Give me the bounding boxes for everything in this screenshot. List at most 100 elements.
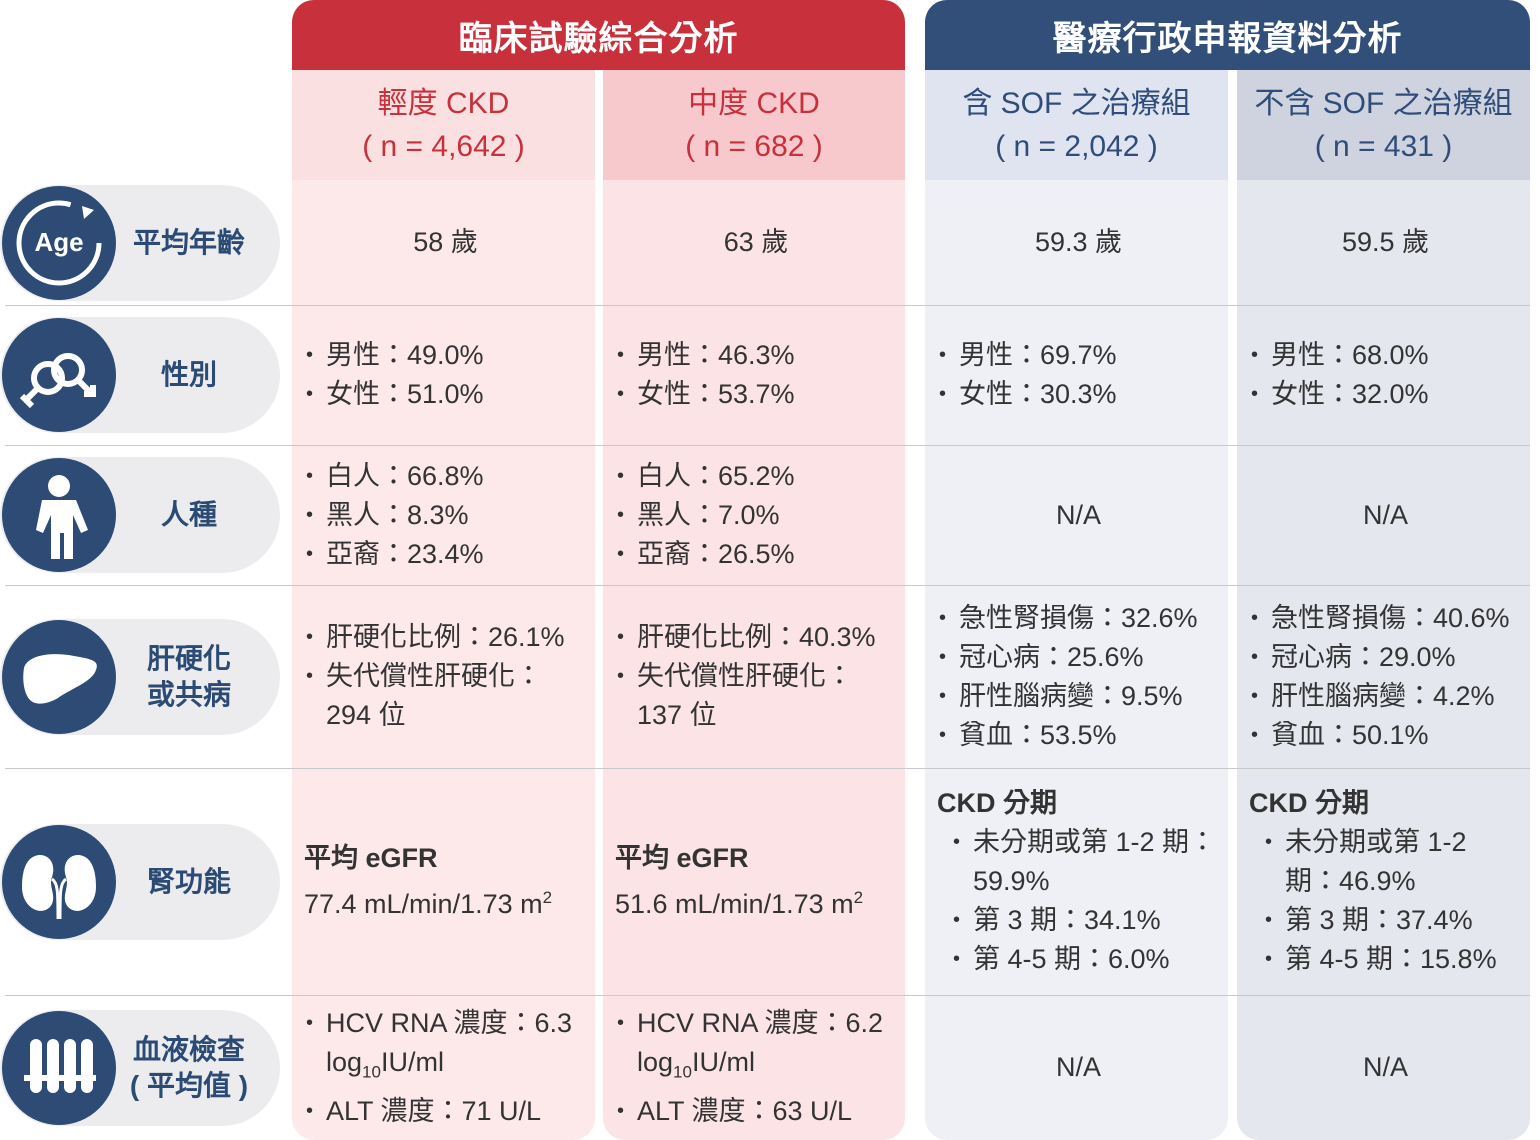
bullet-item: 第 4-5 期：15.8%: [1263, 940, 1522, 979]
bullet-item: 失代償性肝硬化：294 位: [304, 657, 587, 735]
bullet-list: 未分期或第 1-2 期：46.9%第 3 期：37.4%第 4-5 期：15.8…: [1263, 823, 1522, 979]
cell: 男性：46.3%女性：53.7%: [603, 305, 905, 445]
icon: [2, 824, 116, 939]
cell: N/A: [1237, 445, 1530, 585]
bullet-list: 白人：65.2%黑人：7.0%亞裔：26.5%: [615, 457, 897, 574]
row-icon: [0, 823, 118, 941]
bullet-item: 肝硬化比例：40.3%: [615, 618, 897, 657]
row-icon: [0, 1009, 118, 1127]
bullet-item: HCV RNA 濃度：6.2 log10IU/ml: [615, 1004, 897, 1091]
cell-value: 51.6 mL/min/1.73 m2: [615, 878, 897, 924]
cell-text: 63 歲: [723, 227, 789, 257]
bullet-item: ALT 濃度：71 U/L: [304, 1092, 587, 1131]
bullet-item: 男性：49.0%: [304, 336, 587, 375]
bullet-item: 亞裔：23.4%: [304, 535, 587, 574]
cell: 男性：68.0%女性：32.0%: [1237, 305, 1530, 445]
bullet-item: 女性：32.0%: [1249, 375, 1522, 414]
bullet-list: 白人：66.8%黑人：8.3%亞裔：23.4%: [304, 457, 587, 574]
cell: 男性：49.0%女性：51.0%: [292, 305, 595, 445]
bullet-item: 肝性腦病變：9.5%: [937, 677, 1220, 716]
bullet-item: 女性：30.3%: [937, 375, 1220, 414]
column-header: 輕度 CKD ( n = 4,642 ): [292, 70, 595, 180]
cell: 平均 eGFR 51.6 mL/min/1.73 m2: [603, 768, 905, 995]
bullet-list: HCV RNA 濃度：6.3 log10IU/mlALT 濃度：71 U/L: [304, 1004, 587, 1130]
text-part: 10: [673, 1062, 692, 1082]
bullet-list: 男性：46.3%女性：53.7%: [615, 336, 897, 414]
bullet-item: 肝硬化比例：26.1%: [304, 618, 587, 657]
cell-text: 59.5 歲: [1341, 227, 1430, 257]
cell: 男性：69.7%女性：30.3%: [925, 305, 1228, 445]
cell: HCV RNA 濃度：6.3 log10IU/mlALT 濃度：71 U/L: [292, 995, 595, 1140]
cell: CKD 分期未分期或第 1-2 期：59.9%第 3 期：34.1%第 4-5 …: [925, 768, 1228, 995]
column-name: 輕度 CKD: [377, 87, 510, 120]
row-label-text: 性別: [160, 359, 217, 390]
row-label: 性別: [118, 317, 260, 433]
cell-value: 77.4 mL/min/1.73 m2: [304, 878, 587, 924]
cell-heading: 平均 eGFR: [304, 843, 438, 873]
cell: HCV RNA 濃度：6.2 log10IU/mlALT 濃度：63 U/L: [603, 995, 905, 1140]
row-icon: Age: [0, 184, 118, 302]
row-label-text: 肝硬化或共病: [146, 642, 231, 710]
icon: [2, 458, 116, 572]
bullet-item: 第 3 期：37.4%: [1263, 901, 1522, 940]
column-header: 中度 CKD ( n = 682 ): [603, 70, 905, 180]
column-bg: [603, 70, 905, 1140]
row-label: 血液檢查 ( 平均值 ): [118, 1010, 260, 1126]
text-part: 2: [542, 888, 553, 907]
row-separator: [5, 445, 1530, 446]
text-part: 77.4 mL/min/1.73 m: [304, 889, 543, 919]
icon: [2, 1010, 116, 1125]
bullet-list: HCV RNA 濃度：6.2 log10IU/mlALT 濃度：63 U/L: [615, 1004, 897, 1130]
column-name: 中度 CKD: [688, 87, 820, 120]
cell: N/A: [925, 445, 1228, 585]
bullet-item: 失代償性肝硬化：137 位: [615, 657, 897, 735]
bullet-item: 肝性腦病變：4.2%: [1249, 677, 1522, 716]
bullet-item: 急性腎損傷：32.6%: [937, 599, 1220, 638]
bullet-item: 白人：66.8%: [304, 457, 587, 496]
cell-text: N/A: [1362, 1052, 1408, 1082]
row-label-note: ( 平均值 ): [129, 1069, 249, 1101]
bullet-item: 男性：68.0%: [1249, 336, 1522, 375]
bullet-item: 第 3 期：34.1%: [951, 901, 1220, 940]
column-header: 不含 SOF 之治療組 ( n = 431 ): [1237, 70, 1530, 180]
cell: 肝硬化比例：40.3%失代償性肝硬化：137 位: [603, 585, 905, 768]
row-label: 腎功能: [118, 824, 260, 940]
row-separator: [5, 995, 1530, 996]
cell-text: 58 歲: [413, 227, 478, 257]
row-icon: [0, 618, 118, 736]
column-bg: [292, 70, 595, 1140]
cell: N/A: [925, 995, 1228, 1140]
bullet-list: 男性：68.0%女性：32.0%: [1249, 336, 1522, 414]
text-part: IU/ml: [691, 1047, 755, 1078]
cell-text: N/A: [1055, 1052, 1101, 1082]
bullet-item: 未分期或第 1-2 期：59.9%: [951, 823, 1220, 901]
bullet-item: 亞裔：26.5%: [615, 535, 897, 574]
text-part: 2: [853, 888, 864, 907]
bullet-item: 男性：69.7%: [937, 336, 1220, 375]
bullet-item: 女性：51.0%: [304, 375, 587, 414]
group-header: 醫療行政申報資料分析: [925, 0, 1530, 70]
cell: 平均 eGFR 77.4 mL/min/1.73 m2: [292, 768, 595, 995]
icon: [2, 619, 116, 734]
cell-heading: CKD 分期: [937, 788, 1057, 818]
text-part: HCV RNA 濃度：6.2 log: [637, 1008, 884, 1078]
cell: 急性腎損傷：32.6%冠心病：25.6%肝性腦病變：9.5%貧血：53.5%: [925, 585, 1228, 768]
bullet-list: 男性：49.0%女性：51.0%: [304, 336, 587, 414]
cell-body: 未分期或第 1-2 期：59.9%第 3 期：34.1%第 4-5 期：6.0%: [937, 823, 1220, 979]
bullet-item: ALT 濃度：63 U/L: [615, 1092, 897, 1131]
bullet-list: 急性腎損傷：40.6%冠心病：29.0%肝性腦病變：4.2%貧血：50.1%: [1249, 599, 1522, 755]
row-label-text: 腎功能: [146, 865, 231, 897]
cell-heading: CKD 分期: [1249, 788, 1369, 818]
bullet-item: 第 4-5 期：6.0%: [951, 940, 1220, 979]
row-icon: [0, 316, 118, 434]
bullet-item: HCV RNA 濃度：6.3 log10IU/ml: [304, 1004, 587, 1091]
row-icon: [0, 456, 118, 574]
cell: 急性腎損傷：40.6%冠心病：29.0%肝性腦病變：4.2%貧血：50.1%: [1237, 585, 1530, 768]
row-separator: [5, 768, 1530, 769]
column-header: 含 SOF 之治療組 ( n = 2,042 ): [925, 70, 1228, 180]
text-part: 51.6 mL/min/1.73 m: [615, 889, 854, 919]
column-count: ( n = 431 ): [1314, 130, 1453, 163]
row-label-text: 平均年齡: [132, 226, 245, 258]
icon: [2, 318, 116, 432]
